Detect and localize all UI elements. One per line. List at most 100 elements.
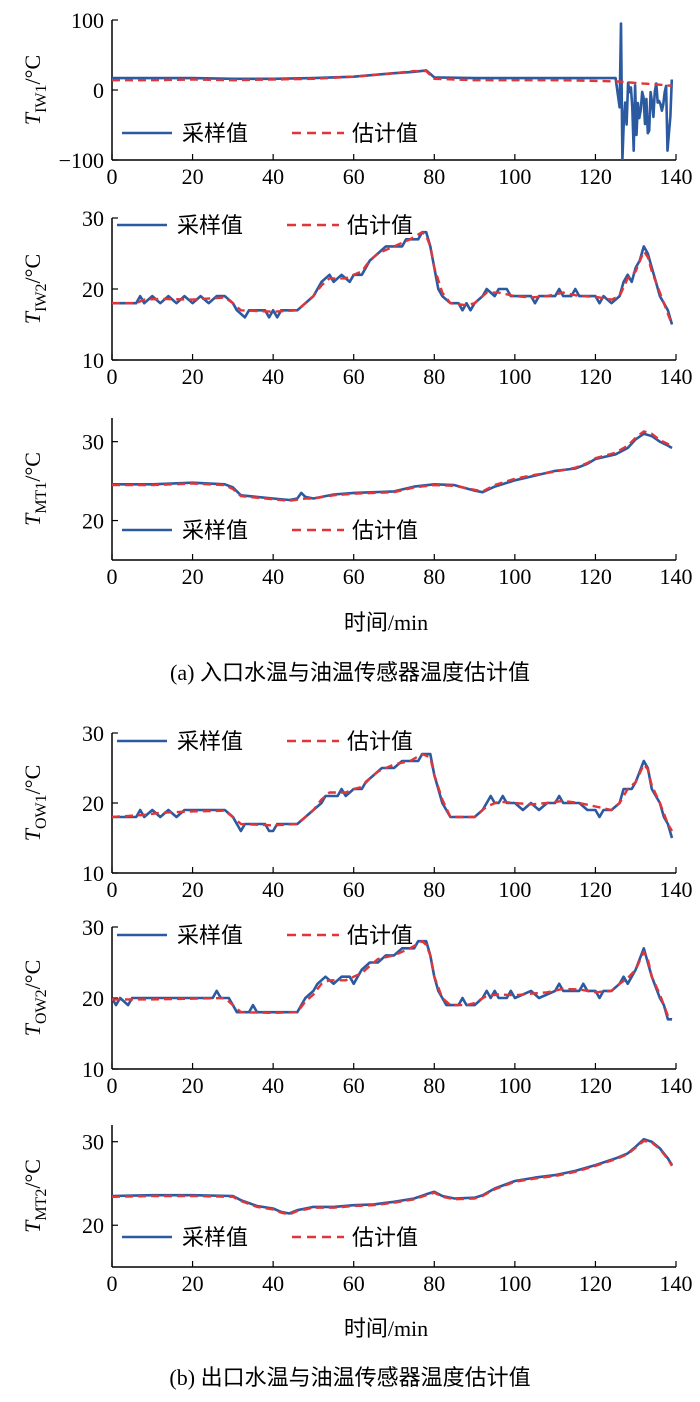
estimated-series-line — [112, 940, 673, 1021]
y-axis-label: TIW2/°C — [20, 254, 50, 324]
x-axis-title: 时间/min — [344, 1316, 428, 1341]
x-tick-label: 20 — [182, 1073, 204, 1098]
legend: 采样值 估计值 — [122, 121, 418, 146]
x-tick-label: 20 — [182, 564, 204, 589]
x-tick-label: 120 — [579, 564, 612, 589]
legend-sampled-label: 采样值 — [177, 213, 243, 238]
x-tick-label: 40 — [262, 877, 284, 902]
y-axis-label: TMT2/°C — [20, 1159, 50, 1233]
x-tick-label: 100 — [498, 877, 531, 902]
caption-b: (b) 出口水温与油温传感器温度估计值 — [169, 1365, 531, 1390]
x-tick-label: 80 — [423, 364, 445, 389]
y-tick-label: 20 — [82, 1213, 104, 1238]
y-tick-label: 10 — [82, 1057, 104, 1082]
estimated-series-line — [112, 231, 674, 325]
x-tick-label: 100 — [498, 1271, 531, 1296]
y-tick-label: 100 — [71, 8, 104, 33]
x-tick-label: 0 — [107, 364, 118, 389]
legend-sampled-label: 采样值 — [182, 121, 248, 146]
x-tick-label: 20 — [182, 877, 204, 902]
x-tick-label: 20 — [182, 364, 204, 389]
legend: 采样值 估计值 — [117, 729, 413, 754]
sampled-series-line — [112, 230, 674, 325]
legend-estimated-label: 估计值 — [347, 213, 413, 238]
legend-sampled-label: 采样值 — [177, 729, 243, 754]
y-tick-label: 30 — [82, 1130, 104, 1155]
legend-estimated-label: 估计值 — [347, 923, 413, 948]
x-tick-label: 60 — [343, 1271, 365, 1296]
estimated-series-line — [112, 752, 674, 832]
x-tick-label: 20 — [182, 1271, 204, 1296]
x-tick-label: 0 — [107, 164, 118, 189]
x-tick-label: 120 — [579, 1271, 612, 1296]
x-tick-label: 40 — [262, 164, 284, 189]
x-tick-label: 140 — [660, 564, 693, 589]
x-tick-label: 60 — [343, 877, 365, 902]
x-tick-label: 60 — [343, 564, 365, 589]
y-tick-label: 20 — [82, 791, 104, 816]
y-tick-label: 30 — [82, 915, 104, 940]
panel-t-ow1: 0 20 40 60 80 100 120 140 30 20 10 TOW1/°C 采样值 估计值 — [20, 721, 693, 902]
x-tick-label: 80 — [423, 877, 445, 902]
x-tick-label: 120 — [579, 877, 612, 902]
sampled-series-line — [112, 1137, 674, 1215]
estimated-series-line — [112, 430, 673, 502]
x-axis-title: 时间/min — [344, 610, 428, 635]
y-axis-label: TOW1/°C — [20, 765, 50, 842]
x-tick-label: 140 — [660, 364, 693, 389]
estimated-series-line — [112, 1139, 674, 1216]
y-tick-label: 20 — [82, 277, 104, 302]
caption-a: (a) 入口水温与油温传感器温度估计值 — [170, 660, 530, 685]
x-tick-label: 0 — [107, 877, 118, 902]
legend-sampled-label: 采样值 — [177, 923, 243, 948]
x-tick-label: 0 — [107, 1073, 118, 1098]
y-axis-label: TMT1/°C — [20, 452, 50, 526]
legend-estimated-label: 估计值 — [352, 518, 418, 543]
x-tick-label: 120 — [579, 364, 612, 389]
estimated-series-line — [112, 69, 673, 87]
y-tick-label: 10 — [82, 861, 104, 886]
legend-sampled-label: 采样值 — [182, 1225, 248, 1250]
y-tick-label: 20 — [82, 509, 104, 534]
x-tick-label: 80 — [423, 164, 445, 189]
legend: 采样值 估计值 — [117, 213, 413, 238]
legend-estimated-label: 估计值 — [352, 1225, 418, 1250]
x-tick-label: 140 — [660, 1073, 693, 1098]
y-tick-label: 20 — [82, 986, 104, 1011]
panel-t-iw2: 0 20 40 60 80 100 120 140 30 20 10 TIW2/°C 采样值 估计值 — [20, 206, 693, 389]
legend: 采样值 估计值 — [122, 518, 418, 543]
x-tick-label: 60 — [343, 364, 365, 389]
sampled-series-line — [112, 939, 672, 1021]
x-tick-label: 140 — [660, 164, 693, 189]
x-tick-label: 100 — [498, 364, 531, 389]
x-tick-label: 40 — [262, 364, 284, 389]
x-tick-label: 0 — [107, 564, 118, 589]
panel-t-mt2: 0 20 40 60 80 100 120 140 30 20 TMT2/°C 采样值 估计值时间/mi… — [20, 1125, 693, 1341]
legend-estimated-label: 估计值 — [347, 729, 413, 754]
y-tick-label: −100 — [59, 148, 104, 173]
x-tick-label: 60 — [343, 164, 365, 189]
y-axis-label: TIW1/°C — [20, 55, 50, 125]
legend: 采样值 估计值 — [122, 1225, 418, 1250]
legend: 采样值 估计值 — [117, 923, 413, 948]
y-axis-label: TOW2/°C — [20, 960, 50, 1037]
panel-t-mt1: 0 20 40 60 80 100 120 140 30 20 TMT1/°C 采样值 估计值时间/mi… — [20, 418, 693, 635]
y-tick-label: 30 — [82, 430, 104, 455]
x-tick-label: 100 — [498, 1073, 531, 1098]
x-tick-label: 80 — [423, 1271, 445, 1296]
x-tick-label: 80 — [423, 1073, 445, 1098]
y-tick-label: 0 — [93, 78, 104, 103]
x-tick-label: 80 — [423, 564, 445, 589]
x-tick-label: 60 — [343, 1073, 365, 1098]
legend-sampled-label: 采样值 — [182, 518, 248, 543]
x-tick-label: 100 — [498, 564, 531, 589]
panel-t-ow2: 0 20 40 60 80 100 120 140 30 20 10 TOW2/°C 采样值 估计值 — [20, 915, 693, 1098]
x-tick-label: 120 — [579, 164, 612, 189]
x-tick-label: 20 — [182, 164, 204, 189]
legend-estimated-label: 估计值 — [352, 121, 418, 146]
y-tick-label: 10 — [82, 348, 104, 373]
x-tick-label: 120 — [579, 1073, 612, 1098]
